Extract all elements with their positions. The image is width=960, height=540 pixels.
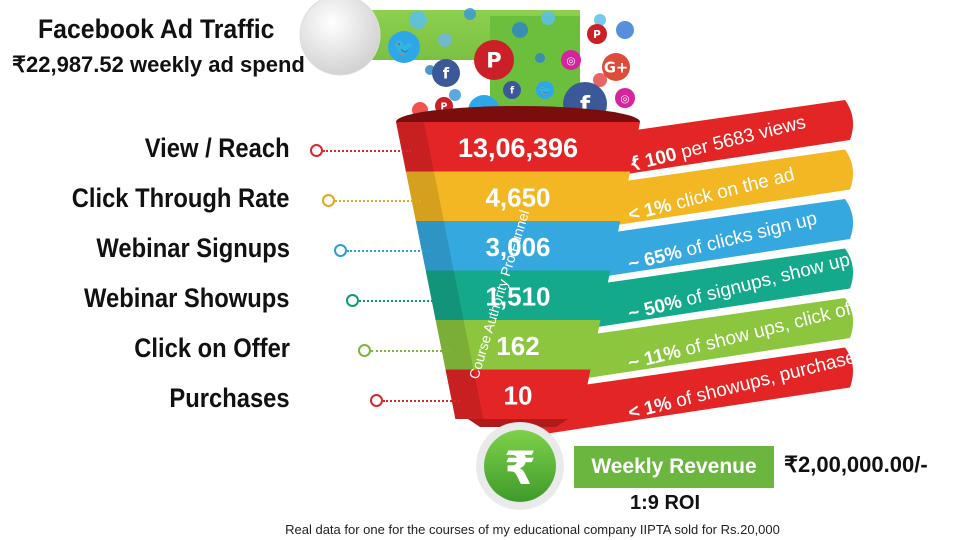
stage-label: Webinar Signups bbox=[96, 233, 290, 263]
stage-ribbon bbox=[538, 298, 854, 386]
funnel-band-shade bbox=[415, 221, 454, 271]
rupee-icon: ₹ bbox=[504, 441, 536, 495]
bubble bbox=[512, 22, 528, 38]
instagram-icon: ◎ bbox=[561, 50, 581, 70]
ad-spend: ₹22,987.52 weekly ad spend bbox=[12, 52, 305, 77]
stage-value: 3,006 bbox=[485, 232, 550, 262]
bubble bbox=[535, 53, 545, 63]
stage-label: Click Through Rate bbox=[72, 183, 290, 213]
svg-text:f: f bbox=[510, 85, 515, 96]
stage-leader-line bbox=[335, 200, 421, 202]
pinterest-icon: P bbox=[474, 40, 514, 80]
bubble bbox=[438, 33, 452, 47]
twitter-icon: 🐦 bbox=[536, 81, 554, 99]
bubble bbox=[593, 73, 607, 87]
stage-value: 10 bbox=[504, 381, 533, 411]
funnel-band bbox=[415, 221, 621, 271]
stage-value: 1,510 bbox=[485, 282, 550, 312]
funnel-band bbox=[396, 122, 640, 172]
stage-value: 13,06,396 bbox=[458, 133, 578, 163]
svg-text:f: f bbox=[443, 65, 450, 82]
stage-marker-dot bbox=[322, 194, 335, 207]
svg-text:🐦: 🐦 bbox=[539, 85, 551, 96]
stage-leader-line bbox=[371, 350, 451, 352]
svg-text:◎: ◎ bbox=[566, 55, 575, 67]
revenue-label: Weekly Revenue bbox=[591, 455, 757, 478]
bubble bbox=[409, 11, 427, 29]
facebook-icon: f bbox=[432, 59, 460, 87]
stage-value: 162 bbox=[496, 331, 539, 361]
bubble bbox=[464, 8, 476, 20]
bubble bbox=[449, 89, 461, 101]
svg-text:f: f bbox=[580, 92, 591, 118]
stage-ribbon bbox=[538, 347, 854, 435]
bubble bbox=[594, 14, 606, 26]
stage-leader-line bbox=[383, 400, 461, 402]
svg-text:P: P bbox=[441, 101, 448, 112]
funnel-band-shade bbox=[425, 270, 464, 320]
rupee-coin: ₹ bbox=[476, 422, 564, 510]
svg-text:G+: G+ bbox=[604, 59, 628, 76]
instagram-icon: ◎ bbox=[615, 88, 635, 108]
revenue-label-box: Weekly Revenue bbox=[574, 446, 774, 488]
stage-leader-line bbox=[359, 300, 441, 302]
stage-leader-line bbox=[323, 150, 411, 152]
funnel-band bbox=[435, 320, 601, 370]
stage-label: View / Reach bbox=[145, 133, 290, 163]
bubble bbox=[541, 11, 555, 25]
roi-value: 1:9 ROI bbox=[630, 492, 701, 514]
funnel-band-shade bbox=[396, 122, 434, 172]
funnel-band-shade bbox=[445, 369, 484, 419]
funnel-band bbox=[405, 171, 631, 221]
funnel-band bbox=[425, 270, 611, 320]
footnote: Real data for one for the courses of my … bbox=[285, 522, 780, 537]
page-title: Facebook Ad Traffic bbox=[38, 14, 275, 44]
google-plus-icon: G+ bbox=[602, 53, 630, 81]
funnel-band-shade bbox=[405, 171, 444, 221]
stage-marker-dot bbox=[370, 394, 383, 407]
pinterest-icon: P bbox=[587, 24, 607, 44]
stage-marker-dot bbox=[358, 344, 371, 357]
funnel-body: 13,06,396 4,650 3,006 1,510 162 10 bbox=[396, 106, 640, 427]
stage-marker-dot bbox=[346, 294, 359, 307]
bubble bbox=[616, 21, 634, 39]
svg-text:◎: ◎ bbox=[620, 93, 629, 105]
stage-label: Click on Offer bbox=[134, 333, 290, 363]
svg-text:P: P bbox=[486, 49, 501, 73]
stage-ribbon bbox=[538, 199, 854, 287]
funnel-band bbox=[445, 369, 591, 419]
stage-marker-dot bbox=[310, 144, 323, 157]
stage-marker-dot bbox=[334, 244, 347, 257]
stage-label: Purchases bbox=[169, 383, 290, 413]
svg-text:🐦: 🐦 bbox=[394, 37, 415, 57]
stage-label: Webinar Showups bbox=[84, 283, 290, 313]
svg-text:P: P bbox=[593, 29, 601, 41]
funnel-band-shade bbox=[435, 320, 474, 370]
stage-ribbon bbox=[538, 248, 854, 336]
revenue-amount: ₹2,00,000.00/- bbox=[784, 452, 928, 477]
stage-value: 4,650 bbox=[485, 183, 550, 213]
twitter-icon: 🐦 bbox=[388, 31, 420, 63]
facebook-icon: f bbox=[503, 81, 521, 99]
stage-leader-line bbox=[347, 250, 431, 252]
